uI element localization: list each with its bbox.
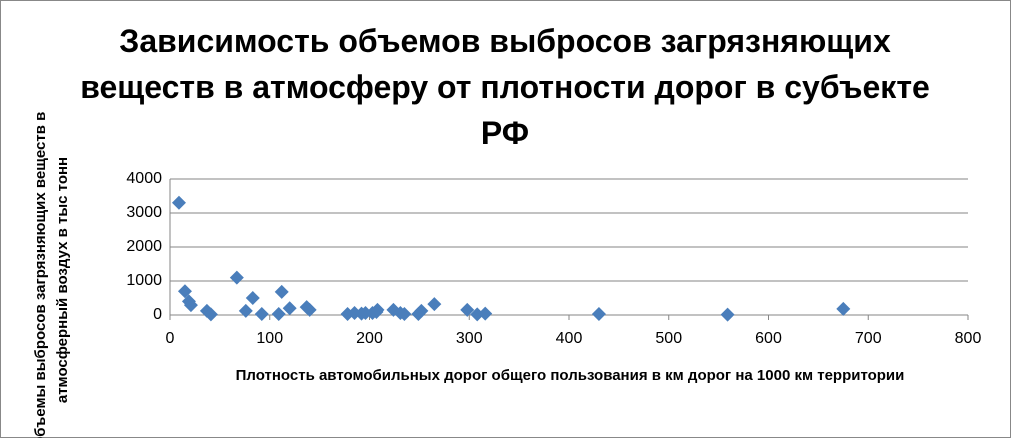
point [478,306,493,321]
x-tick-label: 800 [955,330,982,347]
y-tick-label: 4000 [126,170,162,187]
point [245,291,260,305]
point [836,301,851,316]
point [274,284,289,299]
point [720,307,735,322]
point [397,306,412,321]
point [229,270,244,285]
y-tick-label: 0 [153,306,162,323]
x-tick-label: 500 [655,330,682,347]
point [254,306,269,321]
x-tick-label: 200 [356,330,383,347]
y-tick-label: 3000 [126,204,162,221]
x-tick-label: 100 [256,330,283,347]
point [171,195,186,210]
point [203,307,218,322]
x-tick-label: 300 [456,330,483,347]
x-tick-label: 400 [556,330,583,347]
x-axis-label: Плотность автомобильных дорог общего пол… [235,367,905,384]
y-tick-label: 2000 [126,238,162,255]
x-tick-label: 600 [755,330,782,347]
point [177,284,192,299]
point [271,306,286,321]
point [470,307,485,322]
point [238,303,253,318]
point [460,302,475,317]
point [282,301,297,316]
x-tick-label: 700 [855,330,882,347]
chart-title: Зависимость объемов выбросов загрязняющи… [80,23,930,151]
x-tick-label: 0 [166,330,175,347]
point [414,303,429,318]
point [183,298,198,313]
point [370,302,385,317]
point [302,302,317,317]
point [427,297,442,312]
y-tick-label: 1000 [126,272,162,289]
point [591,306,606,321]
